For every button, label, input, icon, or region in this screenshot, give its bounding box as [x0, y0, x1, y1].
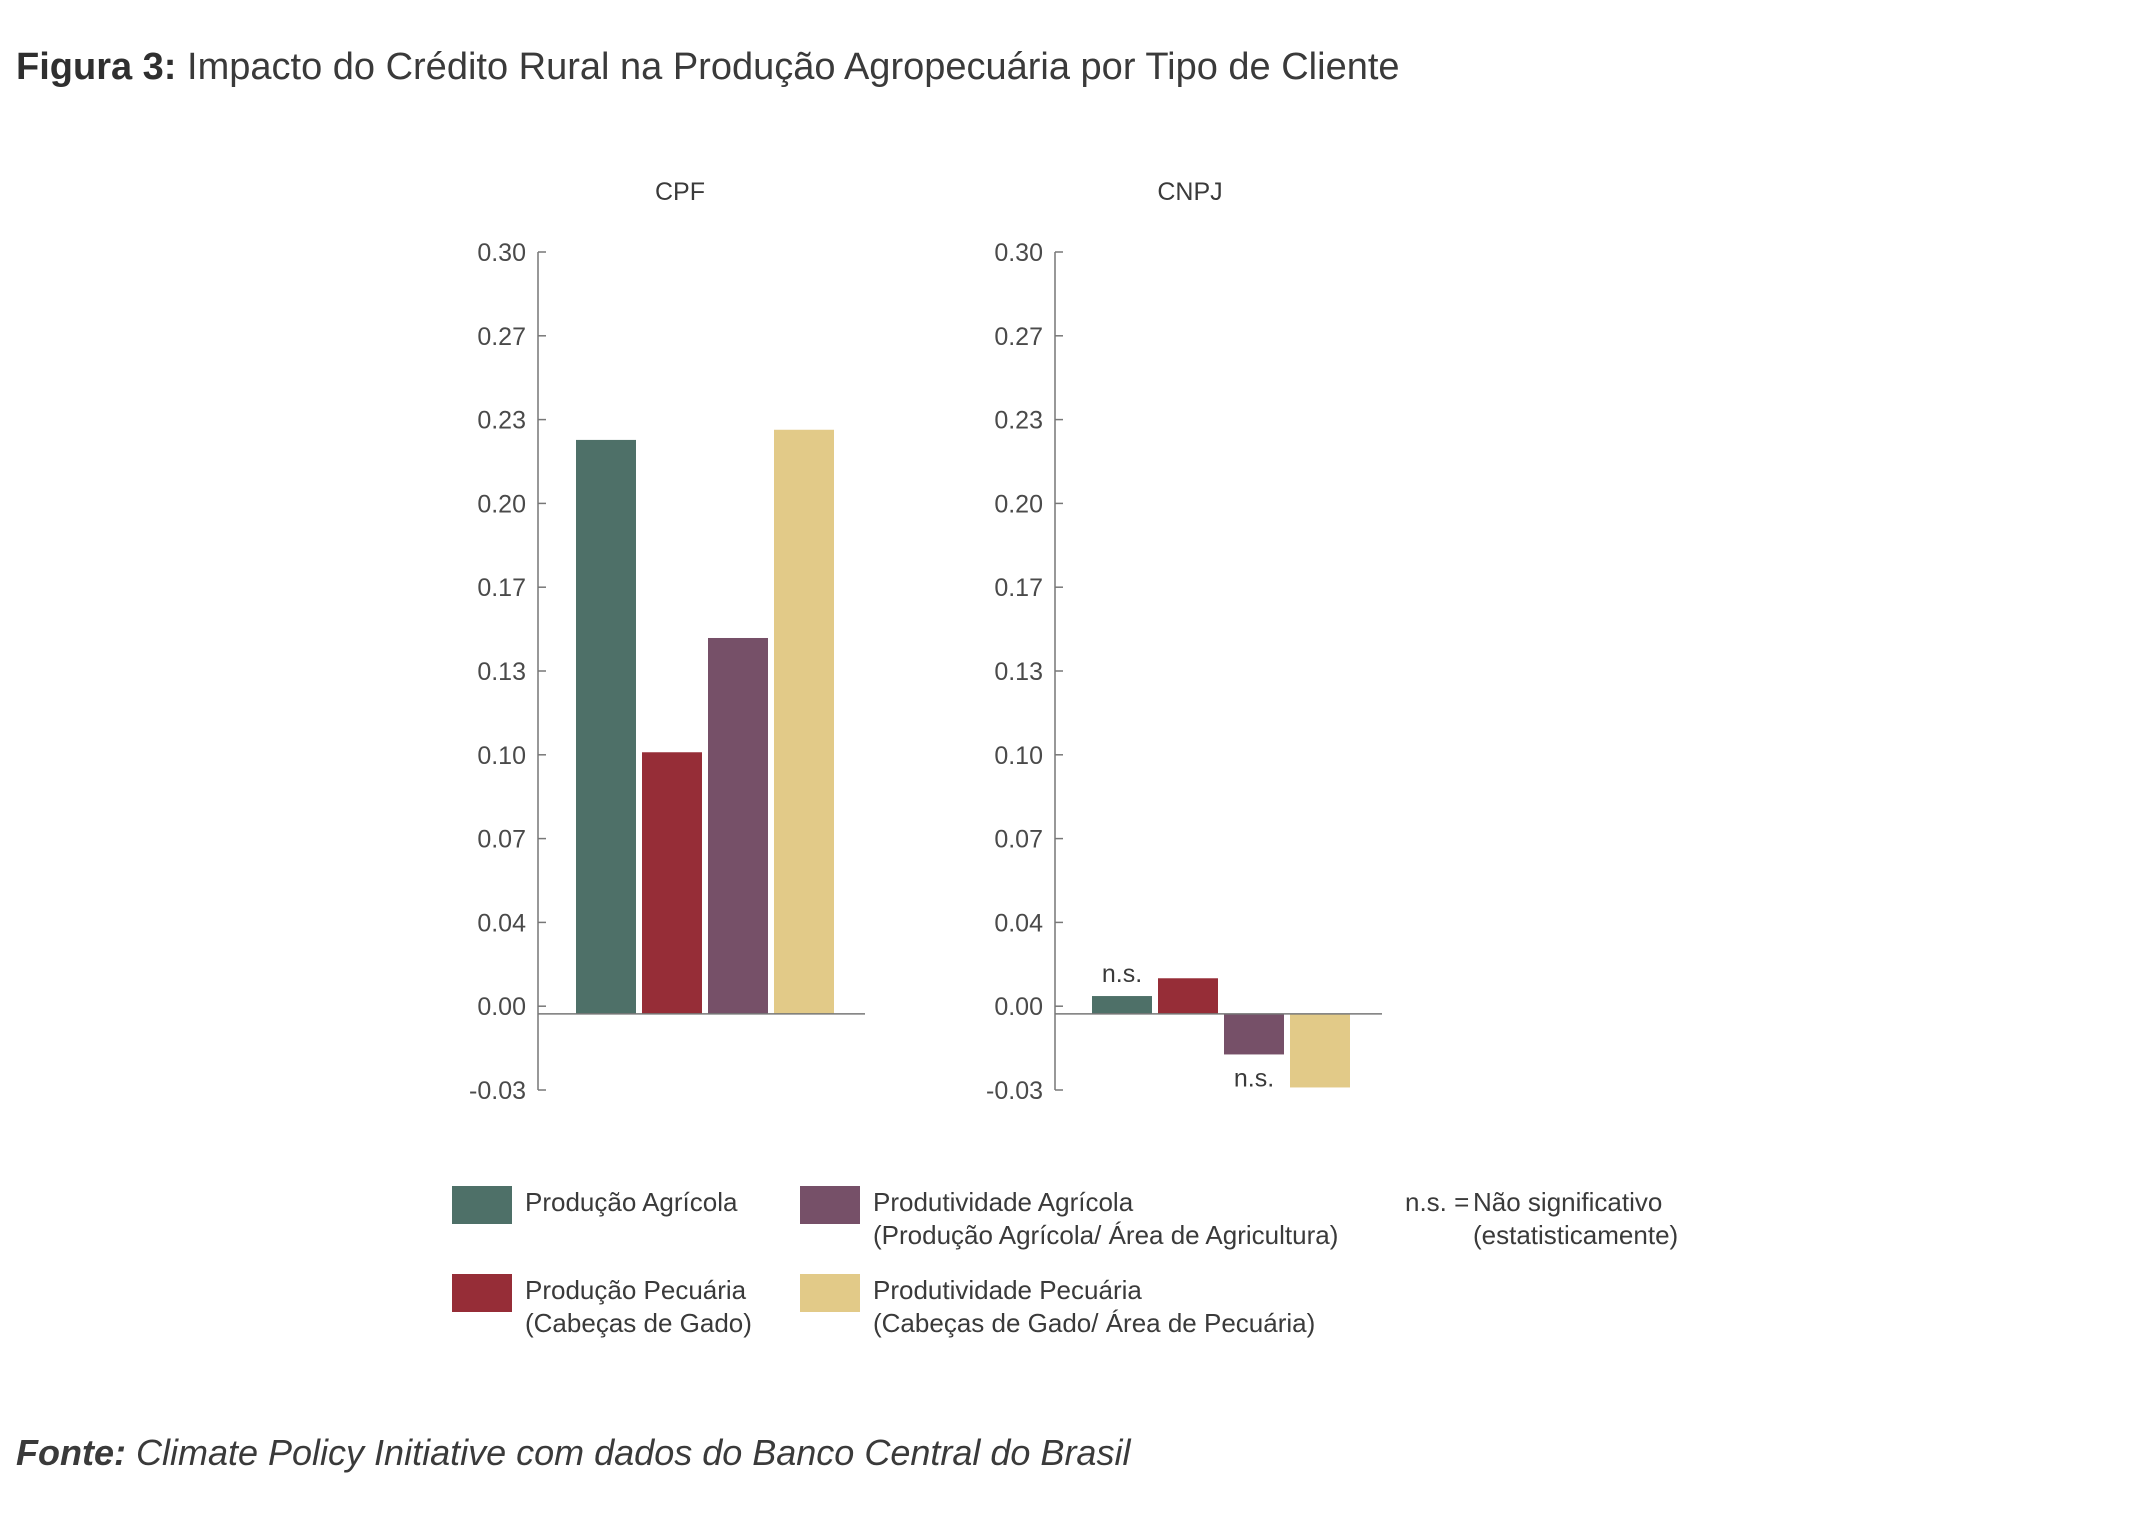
bar-produtividade-pecuaria — [774, 429, 834, 1014]
bar-producao-pecuaria — [1158, 978, 1218, 1014]
y-tick-label: 0.30 — [477, 239, 526, 267]
y-tick-label: 0.27 — [477, 323, 526, 351]
y-tick-label: 0.20 — [477, 490, 526, 518]
figure-label: Figura 3: — [16, 46, 177, 88]
y-tick-label: 0.23 — [477, 407, 526, 435]
legend-swatch-produtividade-pecuaria — [800, 1274, 860, 1312]
bar-producao-agricola — [576, 439, 636, 1014]
y-tick-label: 0.00 — [477, 993, 526, 1021]
y-tick-label: 0.00 — [994, 993, 1043, 1021]
chart-svg: CPF 0.30 0.27 0.23 0.20 0.17 0.13 0.10 0.07 0.04 0… — [469, 178, 1382, 1105]
ns-description: Não significativo (estatisticamente) — [1473, 1187, 1679, 1250]
bar-produtividade-pecuaria — [1290, 1013, 1350, 1088]
y-tick-label: 0.13 — [477, 658, 526, 686]
y-tick-label: 0.30 — [994, 239, 1043, 267]
legend-label-producao-agricola: Produção Agrícola — [525, 1187, 738, 1217]
panel-title: CPF — [655, 178, 705, 206]
y-tick-label: 0.17 — [994, 574, 1043, 602]
legend-label-produtividade-agricola: Produtividade Agrícola (Produção Agrícol… — [873, 1187, 1339, 1250]
y-tick-label: 0.17 — [477, 574, 526, 602]
bar-produtividade-agricola — [1224, 1013, 1284, 1055]
y-tick-label: 0.27 — [994, 323, 1043, 351]
panel-title: CNPJ — [1157, 178, 1222, 206]
ns-label: n.s. — [1102, 960, 1142, 988]
y-tick-label: 0.07 — [994, 826, 1043, 854]
legend-label-produtividade-pecuaria: Produtividade Pecuária (Cabeças de Gado/… — [873, 1275, 1316, 1338]
y-tick-label: 0.10 — [477, 742, 526, 770]
source-label: Fonte: — [16, 1432, 126, 1473]
figure-title: Figura 3: Impacto do Crédito Rural na Pr… — [16, 46, 1400, 89]
legend-swatch-produtividade-agricola — [800, 1186, 860, 1224]
source-text: Climate Policy Initiative com dados do B… — [135, 1432, 1131, 1473]
source-note: Fonte: Climate Policy Initiative com dad… — [16, 1432, 1130, 1474]
ns-label: n.s. — [1234, 1064, 1274, 1092]
y-tick-label: 0.04 — [994, 909, 1043, 937]
y-tick-label: -0.03 — [986, 1077, 1043, 1105]
bar-produtividade-agricola — [708, 637, 768, 1014]
legend-label-producao-pecuaria: Produção Pecuária (Cabeças de Gado) — [525, 1275, 752, 1338]
ns-key: n.s. = — [1405, 1187, 1470, 1217]
y-tick-label: 0.04 — [477, 909, 526, 937]
panel-cpf: CPF 0.30 0.27 0.23 0.20 0.17 0.13 0.10 0.07 0.04 0… — [469, 178, 865, 1105]
legend-swatch-producao-agricola — [452, 1186, 512, 1224]
y-tick-label: 0.20 — [994, 490, 1043, 518]
figure-title-text: Impacto do Crédito Rural na Produção Agr… — [187, 46, 1400, 88]
y-tick-label: 0.23 — [994, 407, 1043, 435]
legend-swatch-producao-pecuaria — [452, 1274, 512, 1312]
panel-cnpj: CNPJ 0.30 0.27 0.23 0.20 0.17 0.13 0.10 0.07 0.04… — [986, 178, 1382, 1105]
y-tick-label: 0.13 — [994, 658, 1043, 686]
bar-producao-pecuaria — [642, 752, 702, 1014]
y-tick-label: 0.10 — [994, 742, 1043, 770]
bar-producao-agricola — [1092, 996, 1152, 1014]
y-tick-label: -0.03 — [469, 1077, 526, 1105]
y-tick-label: 0.07 — [477, 826, 526, 854]
